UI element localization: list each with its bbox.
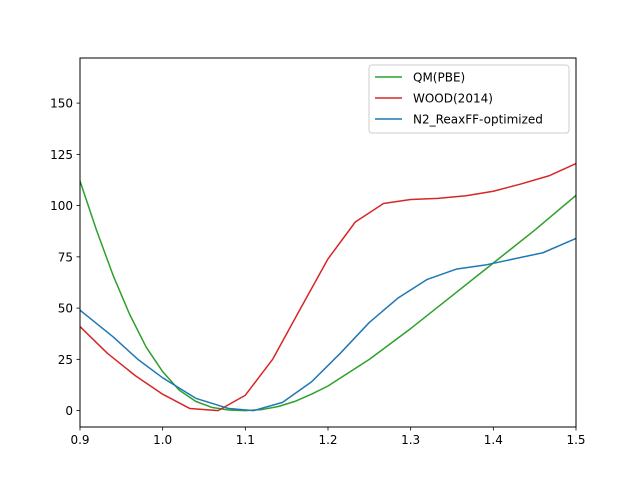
legend: QM(PBE) WOOD(2014) N2_ReaxFF-optimized <box>368 64 570 134</box>
legend-label-2: WOOD(2014) <box>413 92 493 106</box>
x-tick-label: 0.9 <box>70 433 89 447</box>
legend-label-1: QM(PBE) <box>413 71 465 85</box>
series-line-3 <box>80 237 576 412</box>
series-line-2 <box>80 162 576 412</box>
y-tick-label: 25 <box>58 353 73 367</box>
series-line-1 <box>80 180 576 412</box>
legend-box <box>368 64 570 134</box>
tick-layer: 0.9 1.0 1.1 1.2 1.3 1.4 1.5 0 25 50 75 100 125 150 <box>50 97 585 447</box>
x-tick-label: 1.1 <box>236 433 255 447</box>
y-tick-label: 150 <box>50 97 73 111</box>
x-tick-label: 1.3 <box>401 433 420 447</box>
legend-label-3: N2_ReaxFF-optimized <box>413 113 543 127</box>
x-tick-label: 1.5 <box>566 433 585 447</box>
x-tick-label: 1.4 <box>484 433 503 447</box>
y-tick-label: 0 <box>65 404 73 418</box>
y-tick-label: 50 <box>58 302 73 316</box>
x-tick-label: 1.2 <box>318 433 337 447</box>
series-layer <box>80 162 576 412</box>
x-tick-label: 1.0 <box>153 433 172 447</box>
y-tick-label: 100 <box>50 199 73 213</box>
y-tick-label: 75 <box>58 250 73 264</box>
y-tick-label: 125 <box>50 148 73 162</box>
